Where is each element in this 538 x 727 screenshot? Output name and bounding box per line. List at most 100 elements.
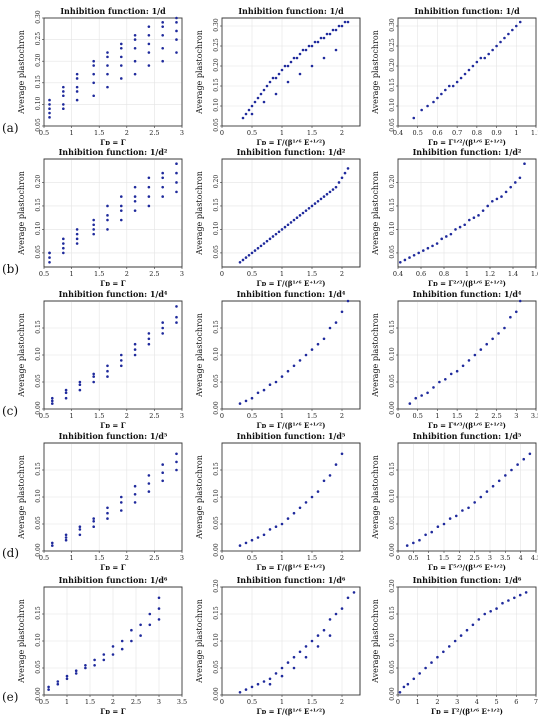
data-point — [322, 628, 326, 632]
data-point — [48, 107, 51, 111]
data-point — [106, 228, 109, 231]
data-point — [328, 618, 332, 621]
x-tick-label: 0.5 — [247, 270, 257, 278]
data-point — [161, 21, 164, 24]
data-point — [92, 372, 95, 376]
data-point — [250, 104, 254, 108]
plot-border — [221, 586, 361, 696]
data-point — [304, 353, 308, 357]
data-point — [161, 171, 164, 175]
data-point — [130, 628, 133, 632]
data-point — [334, 185, 338, 189]
data-point — [256, 682, 260, 686]
data-point — [435, 242, 439, 245]
y-axis-label: Average plastochron — [371, 599, 380, 684]
data-point — [467, 359, 471, 362]
x-tick-label: 1 — [280, 554, 284, 562]
data-point — [292, 218, 296, 222]
data-point — [102, 653, 106, 656]
y-tick-label: 0.30 — [213, 18, 220, 32]
data-point — [92, 520, 95, 523]
y-axis-label: Average plastochron — [17, 455, 26, 540]
x-tick-label: 1.2 — [485, 270, 495, 278]
x-tick-label: 0.5 — [247, 554, 257, 562]
data-point — [322, 36, 326, 40]
data-point — [463, 72, 467, 76]
x-tick-label: 1.4 — [508, 270, 518, 278]
data-point — [92, 59, 95, 63]
x-tick-label: 1 — [70, 554, 74, 562]
data-point — [268, 237, 272, 241]
data-point — [84, 666, 87, 670]
data-point — [514, 310, 518, 314]
x-tick-label: 1.5 — [307, 554, 317, 562]
data-point — [64, 538, 68, 542]
data-point — [432, 386, 435, 389]
x-tick-label: 0 — [220, 270, 224, 278]
data-point — [119, 77, 123, 80]
data-point — [256, 391, 260, 395]
x-tick-label: 1 — [280, 698, 284, 706]
data-point — [250, 538, 254, 542]
x-tick-label: 1 — [465, 270, 469, 278]
x-tick-label: 0.6 — [416, 270, 426, 278]
x-tick-label: 3 — [180, 270, 184, 278]
data-point — [111, 653, 115, 656]
data-point — [463, 223, 467, 227]
y-tick-label: 0.20 — [213, 175, 220, 189]
y-tick-label: 0.15 — [213, 198, 220, 212]
data-point — [307, 207, 311, 210]
data-point — [92, 64, 95, 67]
data-point — [106, 55, 109, 59]
data-point — [262, 388, 266, 392]
plot-border — [221, 158, 361, 268]
data-point — [253, 249, 257, 252]
data-point — [334, 321, 338, 324]
data-point — [518, 20, 522, 24]
x-tick-label: 1.1 — [531, 129, 538, 137]
data-point — [516, 463, 519, 466]
data-point — [514, 24, 518, 28]
data-point — [292, 56, 296, 60]
data-point — [106, 85, 109, 89]
y-axis-label: Average plastochron — [17, 30, 26, 115]
panel-d-2: 0 0.5 1 1.5 2 0.00 0.05 0.10 0.15 Inhibition func… — [195, 431, 361, 572]
data-point — [430, 661, 433, 664]
data-point — [442, 650, 445, 654]
x-tick-label: 1.5 — [94, 129, 104, 137]
panel-title: Inhibition function: 1/d⁵ — [237, 431, 346, 441]
y-tick-label: 0.25 — [389, 38, 396, 52]
data-point — [340, 452, 344, 456]
data-point — [268, 682, 272, 686]
data-point — [310, 348, 314, 351]
y-tick-label: 0.00 — [389, 401, 396, 415]
data-point — [518, 299, 522, 303]
x-tick-label: 0 — [396, 412, 400, 420]
data-point — [133, 348, 137, 351]
data-point — [253, 100, 257, 104]
row-label: (c) — [2, 404, 18, 418]
data-point — [274, 76, 278, 80]
data-point — [447, 84, 451, 88]
y-tick-label: 0.00 — [213, 543, 220, 557]
panel-title: Inhibition function: 1/d — [60, 6, 166, 16]
data-point — [485, 342, 489, 346]
y-tick-label: 0.05 — [213, 374, 220, 388]
data-point — [280, 375, 284, 378]
y-axis-label: Average plastochron — [371, 313, 380, 398]
data-point — [133, 185, 137, 189]
data-point — [147, 474, 151, 477]
data-point — [106, 369, 109, 373]
data-point — [418, 538, 421, 542]
y-tick-label: 0.10 — [389, 347, 396, 361]
data-point — [106, 64, 109, 67]
data-point — [277, 230, 281, 234]
plot-frame — [221, 17, 361, 127]
data-point — [161, 46, 164, 50]
data-point — [147, 332, 151, 335]
data-point — [262, 533, 266, 537]
data-point — [62, 94, 65, 98]
y-tick-label: 0.00 — [213, 401, 220, 415]
x-tick-label: 1.5 — [452, 412, 462, 420]
data-point — [316, 490, 320, 493]
